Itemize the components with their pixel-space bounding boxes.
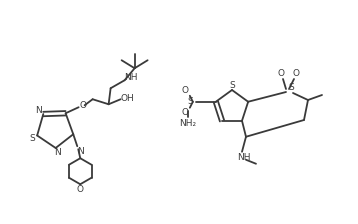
Text: O: O [182,108,188,117]
Text: S: S [288,82,294,91]
Text: S: S [187,97,193,106]
Text: N: N [54,149,61,157]
Text: S: S [229,80,235,90]
Text: NH: NH [124,73,137,82]
Text: O: O [79,101,86,110]
Text: O: O [77,185,84,194]
Text: O: O [292,69,300,78]
Text: NH: NH [237,153,251,162]
Text: OH: OH [121,94,135,103]
Text: NH₂: NH₂ [179,119,197,128]
Text: O: O [277,69,285,78]
Text: N: N [77,147,84,156]
Text: S: S [29,134,35,143]
Text: N: N [35,106,42,114]
Text: O: O [182,86,188,95]
